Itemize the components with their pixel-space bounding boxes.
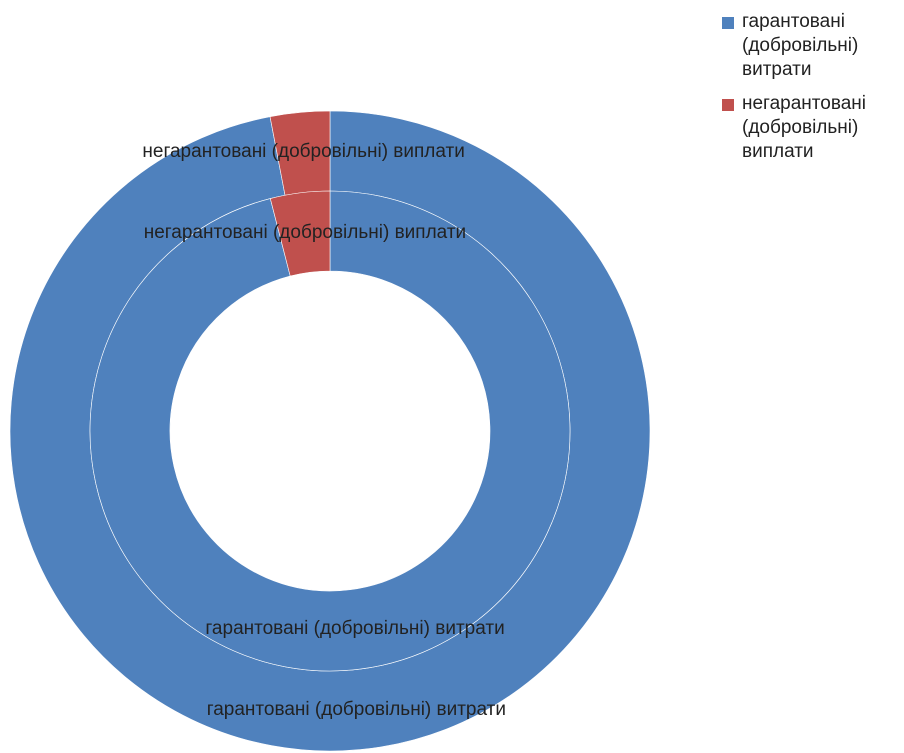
legend-swatch <box>722 99 734 111</box>
legend: гарантовані (добровільні) витрати негаран… <box>722 10 902 174</box>
slice <box>269 190 331 277</box>
data-label: негарантовані (добровільні) виплати <box>142 141 465 163</box>
slice <box>89 190 571 672</box>
legend-item: негарантовані (добровільні) виплати <box>722 92 902 164</box>
data-label: гарантовані (добровільні) витрати <box>206 698 506 720</box>
legend-item: гарантовані (добровільні) витрати <box>722 10 902 82</box>
legend-swatch <box>722 17 734 29</box>
legend-label: негарантовані (добровільні) виплати <box>742 93 866 162</box>
data-label: негарантовані (добровільні) виплати <box>143 221 467 243</box>
legend-label: гарантовані (добровільні) витрати <box>742 11 859 80</box>
data-label: гарантовані (добровільні) витрати <box>205 618 505 640</box>
